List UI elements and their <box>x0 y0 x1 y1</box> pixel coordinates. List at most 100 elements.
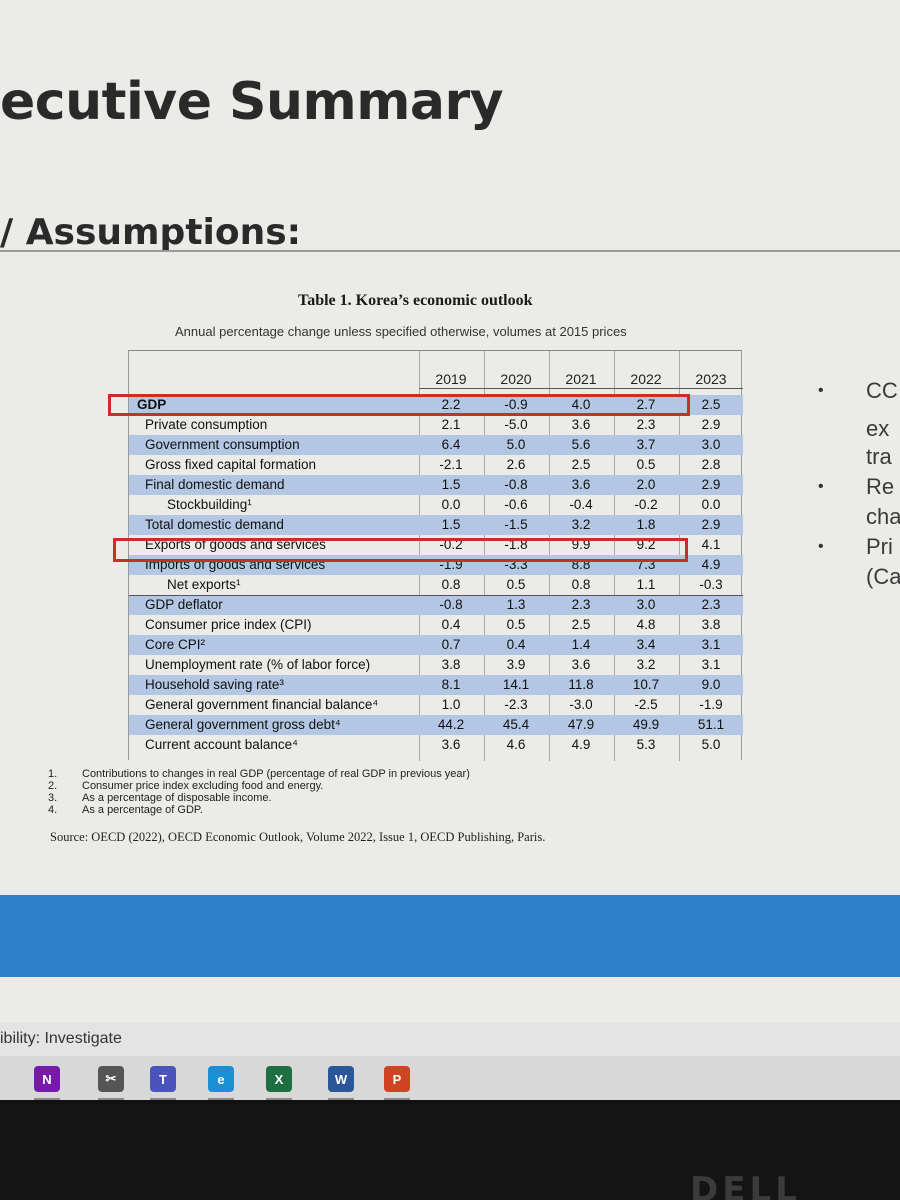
onenote-icon[interactable]: N <box>34 1066 60 1092</box>
table-cell: 1.1 <box>636 577 656 592</box>
table-cell: 2.0 <box>636 477 656 492</box>
bullet-text: ex <box>866 416 890 441</box>
table-cell: 0.7 <box>441 637 461 652</box>
table-cell: 11.8 <box>568 677 594 692</box>
table-cell: -2.3 <box>504 697 528 712</box>
footnote: 2. Consumer price index excluding food an… <box>48 780 470 792</box>
row-label: Gross fixed capital formation <box>145 457 317 472</box>
row-label: GDP deflator <box>145 597 223 612</box>
table-cell: 0.5 <box>506 617 526 632</box>
table-cell: 4.9 <box>701 557 721 572</box>
table-cell: 2.5 <box>571 457 591 472</box>
table-cell: 5.0 <box>506 437 526 452</box>
bullet-text: (Ca <box>866 564 900 589</box>
row-label: Private consumption <box>145 417 268 432</box>
table-row: Gross fixed capital formation -2.1 2.6 2.5 0… <box>129 455 743 475</box>
header-rule <box>419 388 743 389</box>
table-cell: 0.8 <box>571 577 591 592</box>
table-row: Core CPI² 0.7 0.4 1.4 3.4 3.1 <box>129 635 743 655</box>
footnote-text: Consumer price index excluding food and … <box>82 780 324 792</box>
table-cell: 2.7 <box>636 397 656 412</box>
table-cell: 2.3 <box>636 417 656 432</box>
table-cell: 4.0 <box>571 397 591 412</box>
exports-highlight-box <box>113 538 688 562</box>
table-row: Consumer price index (CPI) 0.4 0.5 2.5 4.8 3.… <box>129 615 743 635</box>
teams-icon[interactable]: T <box>150 1066 176 1092</box>
excel-icon[interactable]: X <box>266 1066 292 1092</box>
taskbar-running-indicator <box>98 1098 124 1100</box>
row-label: Current account balance⁴ <box>145 737 298 752</box>
outlook-table: 2019 2020 2021 2022 2023 GDP 2.2 -0.9 4.0 2.7 2.5 P… <box>128 350 743 761</box>
footnote: 1. Contributions to changes in real GDP (… <box>48 768 470 780</box>
section-divider <box>129 595 743 596</box>
table-row: Total domestic demand 1.5 -1.5 3.2 1.8 2.9 <box>129 515 743 535</box>
row-label: Core CPI² <box>145 637 206 652</box>
table-row: Current account balance⁴ 3.6 4.6 4.9 5.3 5.0 <box>129 735 743 755</box>
powerpoint-icon[interactable]: P <box>384 1066 410 1092</box>
monitor-logo: DELL <box>690 1170 801 1200</box>
table-source: Source: OECD (2022), OECD Economic Outlo… <box>50 830 546 844</box>
taskbar-running-indicator <box>208 1098 234 1100</box>
table-image: Table 1. Korea’s economic outlook Annual… <box>40 280 780 870</box>
edge-icon[interactable]: e <box>208 1066 234 1092</box>
footnote-number: 1. <box>48 768 58 780</box>
table-cell: 5.6 <box>571 437 591 452</box>
table-cell: 4.6 <box>506 737 526 752</box>
table-cell: 14.1 <box>502 677 530 692</box>
table-cell: 47.9 <box>567 717 595 732</box>
table-cell: 3.6 <box>571 657 591 672</box>
table-cell: 0.0 <box>701 497 721 512</box>
table-cell: 5.0 <box>701 737 721 752</box>
accessibility-status[interactable]: ibility: Investigate <box>0 1030 122 1047</box>
monitor-bezel <box>0 1104 900 1200</box>
taskbar-running-indicator <box>266 1098 292 1100</box>
row-label: Government consumption <box>145 437 300 452</box>
year-header: 2019 <box>435 371 467 387</box>
table-cell: 1.8 <box>636 517 656 532</box>
footnote: 3. As a percentage of disposable income. <box>48 792 470 804</box>
table-cell: 8.1 <box>441 677 461 692</box>
table-cell: 0.5 <box>636 457 656 472</box>
table-cell: 3.2 <box>636 657 656 672</box>
table-cell: -0.8 <box>504 477 528 492</box>
snipping-icon[interactable]: ✂ <box>98 1066 124 1092</box>
table-cell: 1.5 <box>441 517 461 532</box>
table-cell: 0.0 <box>441 497 461 512</box>
table-row: GDP 2.2 -0.9 4.0 2.7 2.5 <box>129 395 743 415</box>
year-header: 2023 <box>695 371 727 387</box>
row-label: GDP <box>137 397 167 412</box>
table-cell: 2.9 <box>701 417 721 432</box>
bullet-dot: • <box>818 478 824 495</box>
table-row: Net exports¹ 0.8 0.5 0.8 1.1 -0.3 <box>129 575 743 595</box>
footnote-number: 2. <box>48 780 58 792</box>
table-cell: 2.5 <box>701 397 721 412</box>
table-cell: 3.8 <box>701 617 721 632</box>
taskbar-running-indicator <box>34 1098 60 1100</box>
bullet-text: Re <box>866 474 895 499</box>
table-cell: 2.3 <box>701 597 721 612</box>
word-icon[interactable]: W <box>328 1066 354 1092</box>
row-label: General government gross debt⁴ <box>145 717 341 732</box>
table-cell: 4.8 <box>636 617 656 632</box>
table-cell: 3.6 <box>441 737 461 752</box>
row-label: Final domestic demand <box>145 477 285 492</box>
footnote-text: Contributions to changes in real GDP (pe… <box>82 768 470 780</box>
footnote-number: 3. <box>48 792 58 804</box>
table-row: Government consumption 6.4 5.0 5.6 3.7 3.0 <box>129 435 743 455</box>
year-header: 2020 <box>500 371 532 387</box>
table-cell: 3.0 <box>701 437 721 452</box>
footnote-text: As a percentage of GDP. <box>82 804 203 816</box>
table-row: GDP deflator -0.8 1.3 2.3 3.0 2.3 <box>129 595 743 615</box>
taskbar-running-indicator <box>150 1098 176 1100</box>
table-row: General government financial balance⁴ 1.0… <box>129 695 743 715</box>
row-label: Net exports¹ <box>167 577 241 592</box>
table-row: Household saving rate³ 8.1 14.1 11.8 10.7 9.0 <box>129 675 743 695</box>
table-cell: 44.2 <box>437 717 465 732</box>
table-cell: -0.2 <box>634 497 658 512</box>
table-row: Unemployment rate (% of labor force) 3.8 3… <box>129 655 743 675</box>
table-cell: 3.9 <box>506 657 526 672</box>
bullet-text: cha <box>866 504 900 529</box>
table-cell: -0.6 <box>504 497 528 512</box>
footnote-text: As a percentage of disposable income. <box>82 792 272 804</box>
bullet-dot: • <box>818 538 824 555</box>
